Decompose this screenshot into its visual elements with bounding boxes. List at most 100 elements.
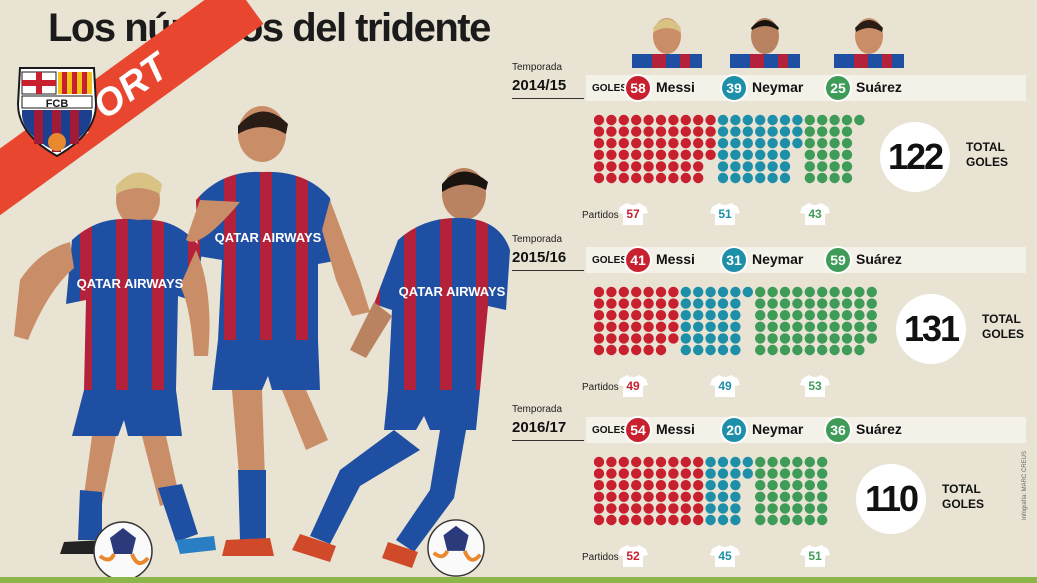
goal-dot [693, 310, 704, 321]
goal-dot [668, 310, 679, 321]
goal-dot [631, 172, 642, 184]
neymar-headshot-icon [730, 18, 800, 68]
goal-dot [755, 456, 766, 468]
goal-dot [680, 491, 691, 502]
goal-dot [804, 321, 815, 332]
goal-dot [618, 333, 629, 344]
goal-dot [779, 321, 791, 332]
matches-shirt-icon: 49 [618, 374, 648, 398]
goal-dot [817, 310, 828, 321]
goal-dot [606, 298, 617, 309]
shirt-sponsor-suarez: QATAR AIRWAYS [215, 230, 322, 245]
goal-dot [655, 149, 667, 160]
season-year: 2016/17 [512, 419, 567, 436]
goal-dot [742, 456, 753, 468]
season-label: Temporada [512, 62, 563, 73]
goal-dot [730, 172, 741, 184]
goal-dot [767, 161, 778, 172]
goal-dot [668, 114, 679, 126]
matches-shirt-icon: 51 [710, 202, 740, 226]
credit-text: Infografía: MARC CREUS [1022, 450, 1028, 520]
goal-dot [668, 321, 679, 332]
goal-dot [594, 126, 605, 137]
goal-dot [779, 344, 791, 356]
goal-dot [717, 149, 729, 160]
goal-dot [643, 514, 654, 526]
matches-count: 45 [718, 549, 732, 563]
goal-dot [767, 333, 778, 344]
player-name: Neymar [752, 79, 804, 95]
goal-dot [680, 149, 691, 160]
goal-dot [829, 286, 840, 298]
goal-dot [705, 456, 716, 468]
goles-bar [586, 75, 1026, 101]
goal-dot [693, 344, 704, 356]
goal-dot [779, 286, 791, 298]
goal-badge-neymar: 20 [722, 418, 746, 442]
goal-dot [668, 286, 679, 298]
goal-dot [804, 333, 815, 344]
goal-dot [680, 333, 691, 344]
goal-dot [804, 138, 815, 149]
total-goals-circle: 122 [880, 122, 950, 192]
goal-dot [680, 138, 691, 149]
goal-dot [631, 298, 642, 309]
goal-dot [655, 514, 667, 526]
total-goals-circle: 110 [856, 464, 926, 534]
goal-dot [742, 114, 753, 126]
matches-count: 51 [718, 207, 732, 221]
partidos-label: Partidos [582, 552, 619, 563]
goal-dot [705, 298, 716, 309]
goal-dot [643, 480, 654, 491]
goal-dot [829, 298, 840, 309]
goal-dot [594, 491, 605, 502]
goal-dot [606, 344, 617, 356]
goal-dot [631, 503, 642, 514]
goal-dot [594, 138, 605, 149]
goal-dot [631, 333, 642, 344]
goal-dot [631, 126, 642, 137]
goal-dot [742, 161, 753, 172]
goal-dot [779, 514, 791, 526]
goal-dot [668, 172, 679, 184]
season-label: Temporada [512, 234, 563, 245]
goal-dot [866, 286, 877, 298]
goal-dot [680, 114, 691, 126]
goal-dot [817, 344, 828, 356]
goal-dot [792, 344, 803, 356]
goal-dot [755, 114, 766, 126]
goal-dot [631, 491, 642, 502]
goal-dot [755, 491, 766, 502]
goal-dot [643, 138, 654, 149]
goal-dot [730, 114, 741, 126]
goles-bar [586, 417, 1026, 443]
season-year: 2014/15 [512, 77, 567, 94]
goal-dot [804, 514, 815, 526]
goal-dot [730, 514, 741, 526]
goal-dot [693, 514, 704, 526]
goal-dot [705, 514, 716, 526]
goal-dot [618, 344, 629, 356]
goal-dot [730, 298, 741, 309]
goal-dot [693, 126, 704, 137]
goal-dot [755, 480, 766, 491]
goal-dot [755, 138, 766, 149]
goal-dot [668, 491, 679, 502]
goal-dot [680, 503, 691, 514]
goal-dot [854, 310, 865, 321]
goal-dot [779, 456, 791, 468]
goals-dot-grid [594, 456, 828, 526]
goal-dot [693, 456, 704, 468]
goal-dot [594, 333, 605, 344]
goal-dot [655, 161, 667, 172]
goal-dot [705, 126, 716, 137]
goal-dot [655, 321, 667, 332]
goal-dot [594, 172, 605, 184]
goal-dot [792, 503, 803, 514]
goles-label: GOLES [592, 425, 628, 436]
goal-dot [767, 149, 778, 160]
goal-dot [804, 298, 815, 309]
goal-dot [717, 480, 729, 491]
goal-dot [655, 333, 667, 344]
goal-dot [817, 514, 828, 526]
